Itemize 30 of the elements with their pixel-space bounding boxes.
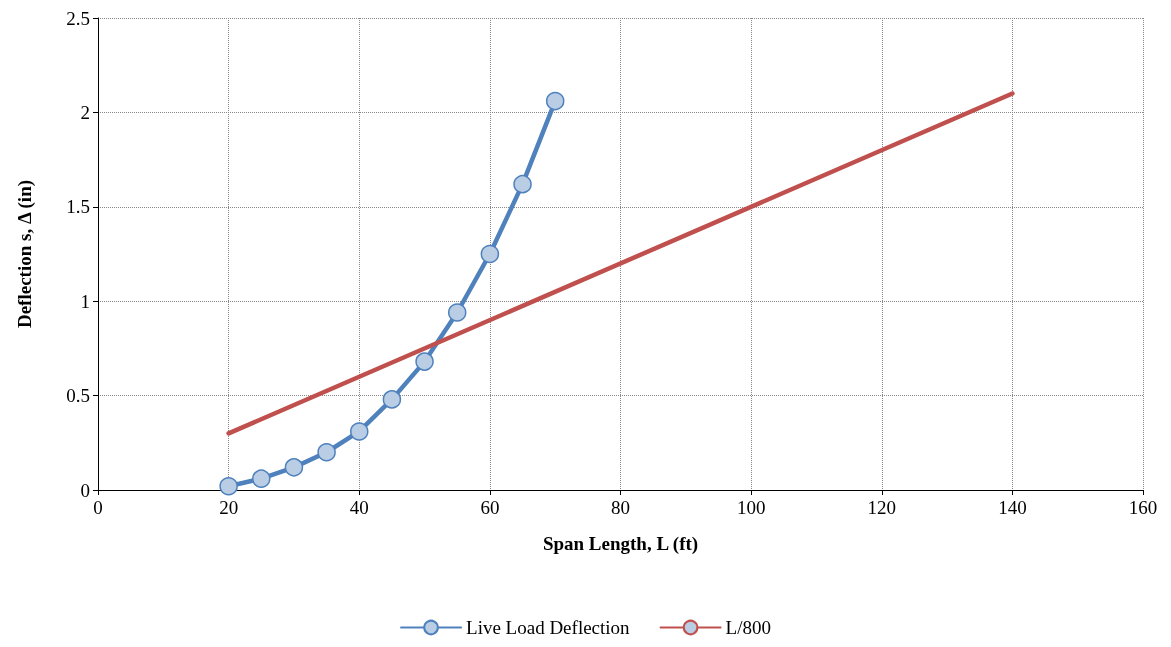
point <box>415 352 434 371</box>
x-tick-label: 20 <box>219 497 239 518</box>
x-tick-label: 60 <box>480 497 500 518</box>
point <box>219 476 238 496</box>
y-tick-label: 2.5 <box>66 7 90 29</box>
x-axis-title: Span Length, L (ft) <box>542 533 699 555</box>
x-tick-label: 100 <box>736 497 766 518</box>
point <box>513 174 532 194</box>
y-tick-label: 0 <box>80 479 90 501</box>
y-tick-label: 1.5 <box>66 196 90 218</box>
y-tick-label: 2 <box>80 101 90 123</box>
y-axis-title: Deflection s, Δ (in) <box>14 179 36 329</box>
x-tick-label: 40 <box>349 497 369 518</box>
point <box>284 458 304 477</box>
legend-label: Live Load Deflection <box>466 617 631 638</box>
x-tick-label: 80 <box>611 497 630 518</box>
x-tick-label: 160 <box>1128 497 1158 518</box>
point <box>447 303 467 322</box>
x-tick-label: 0 <box>93 497 103 518</box>
y-tick-label: 0.5 <box>66 385 90 407</box>
point <box>382 390 402 409</box>
legend-label: L/800 <box>725 617 771 638</box>
point <box>350 422 369 441</box>
point <box>252 469 271 488</box>
x-tick-label: 120 <box>867 497 896 518</box>
point <box>545 91 565 111</box>
y-tick-label: 1 <box>80 290 90 312</box>
point <box>317 442 336 462</box>
point <box>480 244 500 264</box>
x-tick-label: 140 <box>998 497 1027 518</box>
